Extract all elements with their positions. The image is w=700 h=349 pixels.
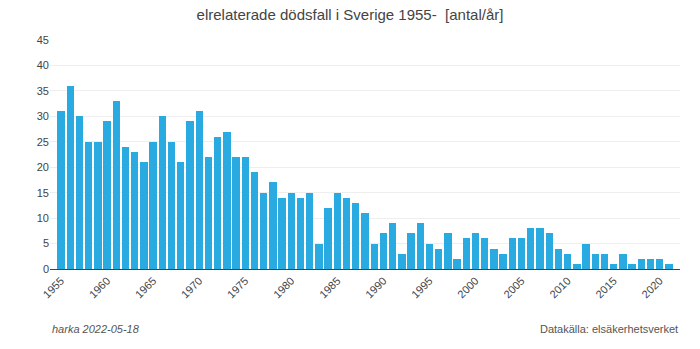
svg-text:1975: 1975: [225, 275, 251, 301]
svg-text:2000: 2000: [455, 275, 481, 301]
svg-text:1955: 1955: [41, 275, 67, 301]
svg-text:5: 5: [43, 237, 49, 249]
svg-text:10: 10: [37, 212, 49, 224]
svg-text:1985: 1985: [317, 275, 343, 301]
svg-text:1980: 1980: [271, 275, 297, 301]
svg-text:1960: 1960: [87, 275, 113, 301]
svg-text:40: 40: [37, 59, 49, 71]
svg-text:1995: 1995: [409, 275, 435, 301]
svg-text:20: 20: [37, 161, 49, 173]
svg-text:2010: 2010: [547, 275, 573, 301]
svg-text:35: 35: [37, 85, 49, 97]
svg-text:Datakälla: elsäkerhetsverket: Datakälla: elsäkerhetsverket: [540, 323, 678, 335]
svg-text:45: 45: [37, 34, 49, 46]
svg-text:25: 25: [37, 136, 49, 148]
svg-text:2015: 2015: [593, 275, 619, 301]
svg-text:2020: 2020: [639, 275, 665, 301]
svg-text:elrelaterade dödsfall i Sverig: elrelaterade dödsfall i Sverige 1955- [a…: [197, 6, 504, 23]
svg-text:1965: 1965: [133, 275, 159, 301]
svg-text:1970: 1970: [179, 275, 205, 301]
svg-text:30: 30: [37, 110, 49, 122]
svg-text:0: 0: [43, 263, 49, 275]
svg-text:2005: 2005: [501, 275, 527, 301]
svg-text:harka 2022-05-18: harka 2022-05-18: [52, 323, 140, 335]
svg-text:15: 15: [37, 187, 49, 199]
svg-text:1990: 1990: [363, 275, 389, 301]
